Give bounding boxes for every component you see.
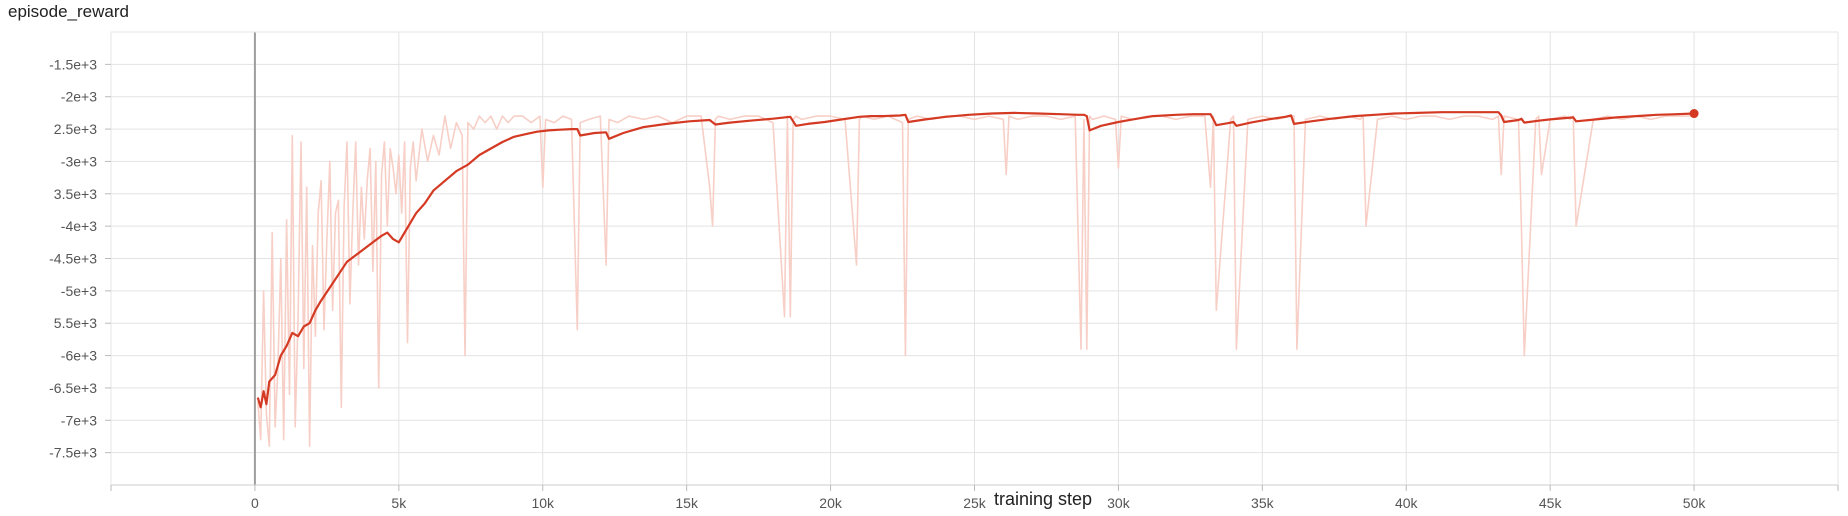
raw-series-line — [257, 115, 1695, 447]
grid — [111, 32, 1838, 485]
x-tick-label: 5k — [391, 495, 407, 511]
chart-title: episode_reward — [8, 2, 129, 21]
y-tick-label: 3.5e+3 — [54, 186, 97, 202]
x-tick-label: 25k — [963, 495, 987, 511]
y-tick-label: -6.5e+3 — [49, 380, 97, 396]
y-tick-label: -7.5e+3 — [49, 445, 97, 461]
x-tick-label: 15k — [675, 495, 699, 511]
axes — [105, 31, 1839, 491]
smoothed-series — [256, 109, 1699, 409]
y-tick-label: -5e+3 — [61, 283, 97, 299]
y-tick-label: -2e+3 — [61, 89, 97, 105]
y-tick-label: 5.5e+3 — [54, 315, 97, 331]
series-end-point — [1689, 109, 1699, 119]
y-tick-label: -6e+3 — [61, 348, 97, 364]
y-tick-label: -4e+3 — [61, 218, 97, 234]
x-tick-label: 10k — [531, 495, 555, 511]
x-tick-label: 50k — [1683, 495, 1707, 511]
x-tick-label: 40k — [1395, 495, 1419, 511]
x-tick-label: 45k — [1539, 495, 1563, 511]
x-tick-label: 35k — [1251, 495, 1275, 511]
y-tick-label: -7e+3 — [61, 412, 97, 428]
y-tick-label: 2.5e+3 — [54, 121, 97, 137]
x-axis-label: training step — [994, 489, 1092, 509]
raw-series — [257, 115, 1695, 447]
y-tick-label: -4.5e+3 — [49, 251, 97, 267]
x-tick-label: 20k — [819, 495, 843, 511]
x-tick-label: 30k — [1107, 495, 1131, 511]
tick-labels: -1.5e+3 -2e+3 2.5e+3 -3e+3 3.5e+3 -4e+3 -4.5e+… — [49, 56, 1706, 511]
smoothed-series-line — [256, 111, 1695, 409]
y-tick-label: -1.5e+3 — [49, 56, 97, 72]
x-tick-label: 0 — [251, 495, 259, 511]
y-tick-label: -3e+3 — [61, 153, 97, 169]
